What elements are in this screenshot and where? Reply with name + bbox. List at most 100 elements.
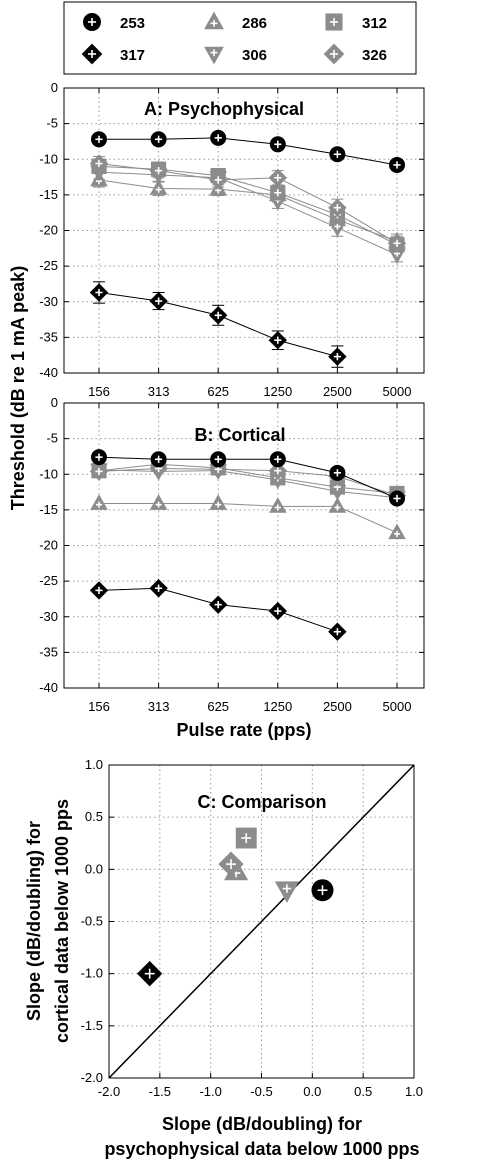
x-tick-label: -0.5 xyxy=(250,1084,272,1099)
series-317 xyxy=(89,281,347,368)
series-line-253 xyxy=(99,137,398,166)
x-tick-label: 156 xyxy=(88,699,110,714)
data-point-317 xyxy=(328,347,347,366)
panel-c-xlabel-line2: psychophysical data below 1000 pps xyxy=(104,1139,419,1159)
legend-label-286: 286 xyxy=(242,15,267,32)
y-tick-label: -0.5 xyxy=(81,914,103,929)
y-tick-label: -5 xyxy=(46,431,58,446)
legend-box xyxy=(63,1,417,75)
data-point-253 xyxy=(329,464,346,481)
series-286 xyxy=(90,494,406,540)
scatter-point-326 xyxy=(218,851,244,877)
x-tick-label: 313 xyxy=(148,699,170,714)
y-tick-label: -15 xyxy=(39,187,58,202)
data-point-253 xyxy=(210,451,227,468)
y-tick-label: 0 xyxy=(51,80,58,95)
data-point-317 xyxy=(209,306,228,325)
series-line-312 xyxy=(98,463,398,494)
data-point-326 xyxy=(209,170,228,190)
series-326 xyxy=(89,154,407,253)
x-tick-label: 156 xyxy=(88,384,110,399)
panel-c: 1.0 0.5 0.0 -0.5 -1.0 -1.5 -2.0 -2.0 -1.5 -1.0 -0… xyxy=(24,757,423,1159)
y-tick-label: -35 xyxy=(39,644,58,659)
x-tick-label: 1250 xyxy=(263,699,292,714)
legend-label-326: 326 xyxy=(362,47,387,64)
x-tick-label: 1.0 xyxy=(405,1084,423,1099)
x-tick-label: 2500 xyxy=(323,384,352,399)
x-tick-label: 0.0 xyxy=(303,1084,321,1099)
panel-b: 0 -5 -10 -15 -20 -25 -30 -35 -40 156 313 625 1250 25… xyxy=(39,395,425,714)
x-tick-label: 625 xyxy=(207,384,229,399)
y-tick-label: -10 xyxy=(39,466,58,481)
y-tick-label: -25 xyxy=(39,573,58,588)
scatter-point-317 xyxy=(137,961,163,987)
y-tick-label: -5 xyxy=(46,116,58,131)
x-tick-label: 313 xyxy=(148,384,170,399)
legend-marker-312 xyxy=(325,13,343,31)
data-point-253 xyxy=(269,451,286,468)
y-tick-label: -1.0 xyxy=(81,966,103,981)
data-point-306 xyxy=(328,221,347,237)
data-point-253 xyxy=(210,129,227,146)
y-tick-label: -30 xyxy=(39,294,58,309)
data-point-326 xyxy=(268,168,287,187)
data-point-317 xyxy=(209,595,228,614)
panel-c-xlabel-line1: Slope (dB/doubling) for xyxy=(162,1114,362,1134)
x-tick-label: -1.5 xyxy=(149,1084,171,1099)
x-tick-label: 5000 xyxy=(383,384,412,399)
identity-line xyxy=(108,764,415,1079)
panel-c-ylabel-line2: cortical data below 1000 pps xyxy=(52,799,72,1043)
data-point-286 xyxy=(149,179,168,195)
x-tick-label: 5000 xyxy=(383,699,412,714)
data-point-312 xyxy=(270,185,286,201)
data-point-326 xyxy=(89,154,109,173)
data-point-326 xyxy=(89,462,109,481)
series-312 xyxy=(91,456,405,502)
series-line-253 xyxy=(98,456,398,499)
panel-a: 0 -5 -10 -15 -20 -25 -30 -35 -40 156 313 625 1250 25… xyxy=(39,80,425,399)
y-tick-label: -30 xyxy=(39,609,58,624)
y-tick-label: -1.5 xyxy=(81,1018,103,1033)
data-point-253 xyxy=(389,490,405,507)
legend-label-306: 306 xyxy=(242,47,267,64)
data-point-253 xyxy=(389,156,405,173)
scatter-point-306 xyxy=(274,881,300,903)
x-axis-label-pulse-rate: Pulse rate (pps) xyxy=(176,720,311,740)
data-point-286 xyxy=(388,523,406,540)
scatter-point-312 xyxy=(235,827,257,849)
x-tick-label: 2500 xyxy=(323,699,352,714)
x-tick-label: -1.0 xyxy=(199,1084,221,1099)
data-point-286 xyxy=(328,497,347,513)
y-tick-label: 1.0 xyxy=(85,757,103,772)
legend-marker-306 xyxy=(204,46,224,65)
data-point-286 xyxy=(149,494,168,510)
series-line-326 xyxy=(98,163,398,244)
y-tick-label: -25 xyxy=(39,258,58,273)
panel-a-title: A: Psychophysical xyxy=(144,99,304,119)
data-point-317 xyxy=(328,622,347,641)
series-317 xyxy=(89,579,347,641)
series-line-306 xyxy=(98,171,398,256)
y-tick-label: -35 xyxy=(39,329,58,344)
data-point-317 xyxy=(149,579,168,598)
series-line-312 xyxy=(98,165,398,246)
series-line-326 xyxy=(98,468,398,497)
panel-c-ylabel-line1: Slope (dB/doubling) for xyxy=(24,821,44,1021)
data-point-253 xyxy=(150,131,167,148)
y-tick-label: 0.0 xyxy=(85,861,103,876)
series-253 xyxy=(91,449,405,507)
data-point-286 xyxy=(209,494,227,510)
data-point-326 xyxy=(328,198,347,217)
data-point-286 xyxy=(269,497,287,513)
data-point-317 xyxy=(89,581,109,600)
y-tick-label: -2.0 xyxy=(81,1070,103,1085)
data-point-317 xyxy=(89,283,109,302)
y-tick-label: -20 xyxy=(39,538,58,553)
series-line-306 xyxy=(98,469,398,499)
scatter-point-253 xyxy=(311,879,334,902)
y-axis-label-threshold: Threshold (dB re 1 mA peak) xyxy=(8,266,28,510)
data-point-317 xyxy=(268,601,287,621)
x-tick-label: -2.0 xyxy=(98,1084,120,1099)
data-point-326 xyxy=(268,461,287,480)
